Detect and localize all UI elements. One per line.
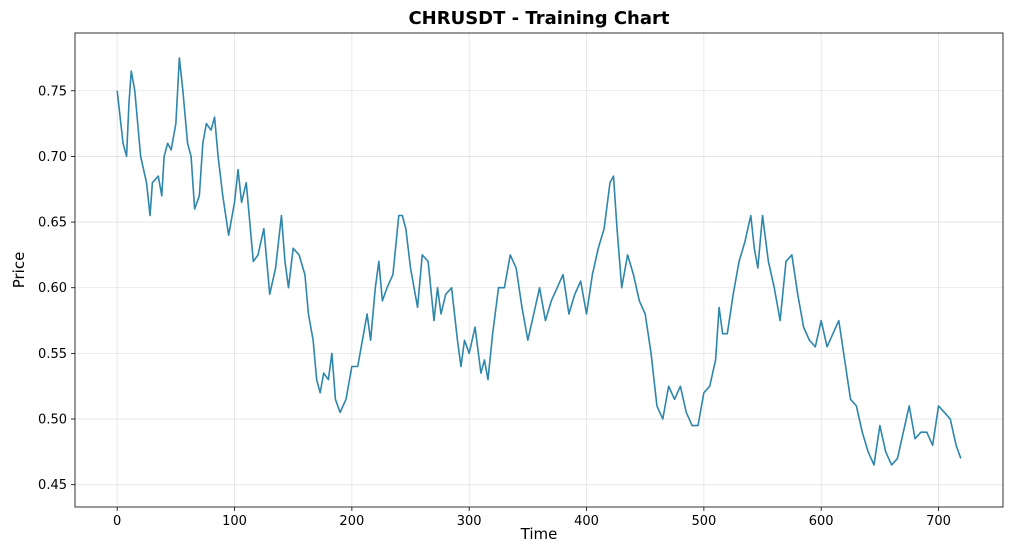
plot-area: 0 100 200 300 400 500 600 700 0.45 0.50 0.55 0.60 0.…: [38, 33, 1003, 529]
y-axis-label: Price: [10, 252, 28, 289]
x-tick-label: 400: [574, 514, 599, 529]
y-tick-label: 0.55: [38, 347, 67, 362]
x-tick-label: 600: [809, 514, 834, 529]
price-line: [116, 57, 962, 466]
x-tick-label: 700: [926, 514, 951, 529]
y-tick-label: 0.75: [38, 84, 67, 99]
y-tick-label: 0.60: [38, 281, 67, 296]
x-tick-label: 100: [222, 514, 247, 529]
y-tick-label: 0.50: [38, 413, 67, 428]
chart-title: CHRUSDT - Training Chart: [408, 8, 669, 29]
x-tick-label: 0: [113, 514, 121, 529]
y-tick-label: 0.45: [38, 478, 67, 493]
x-axis-label: Time: [520, 525, 558, 543]
y-tick-label: 0.65: [38, 216, 67, 231]
axes-frame: [74, 32, 1004, 508]
x-tick-label: 300: [457, 514, 482, 529]
x-tick-label: 200: [339, 514, 364, 529]
x-tick-label: 500: [691, 514, 716, 529]
y-tick-label: 0.70: [38, 150, 67, 165]
